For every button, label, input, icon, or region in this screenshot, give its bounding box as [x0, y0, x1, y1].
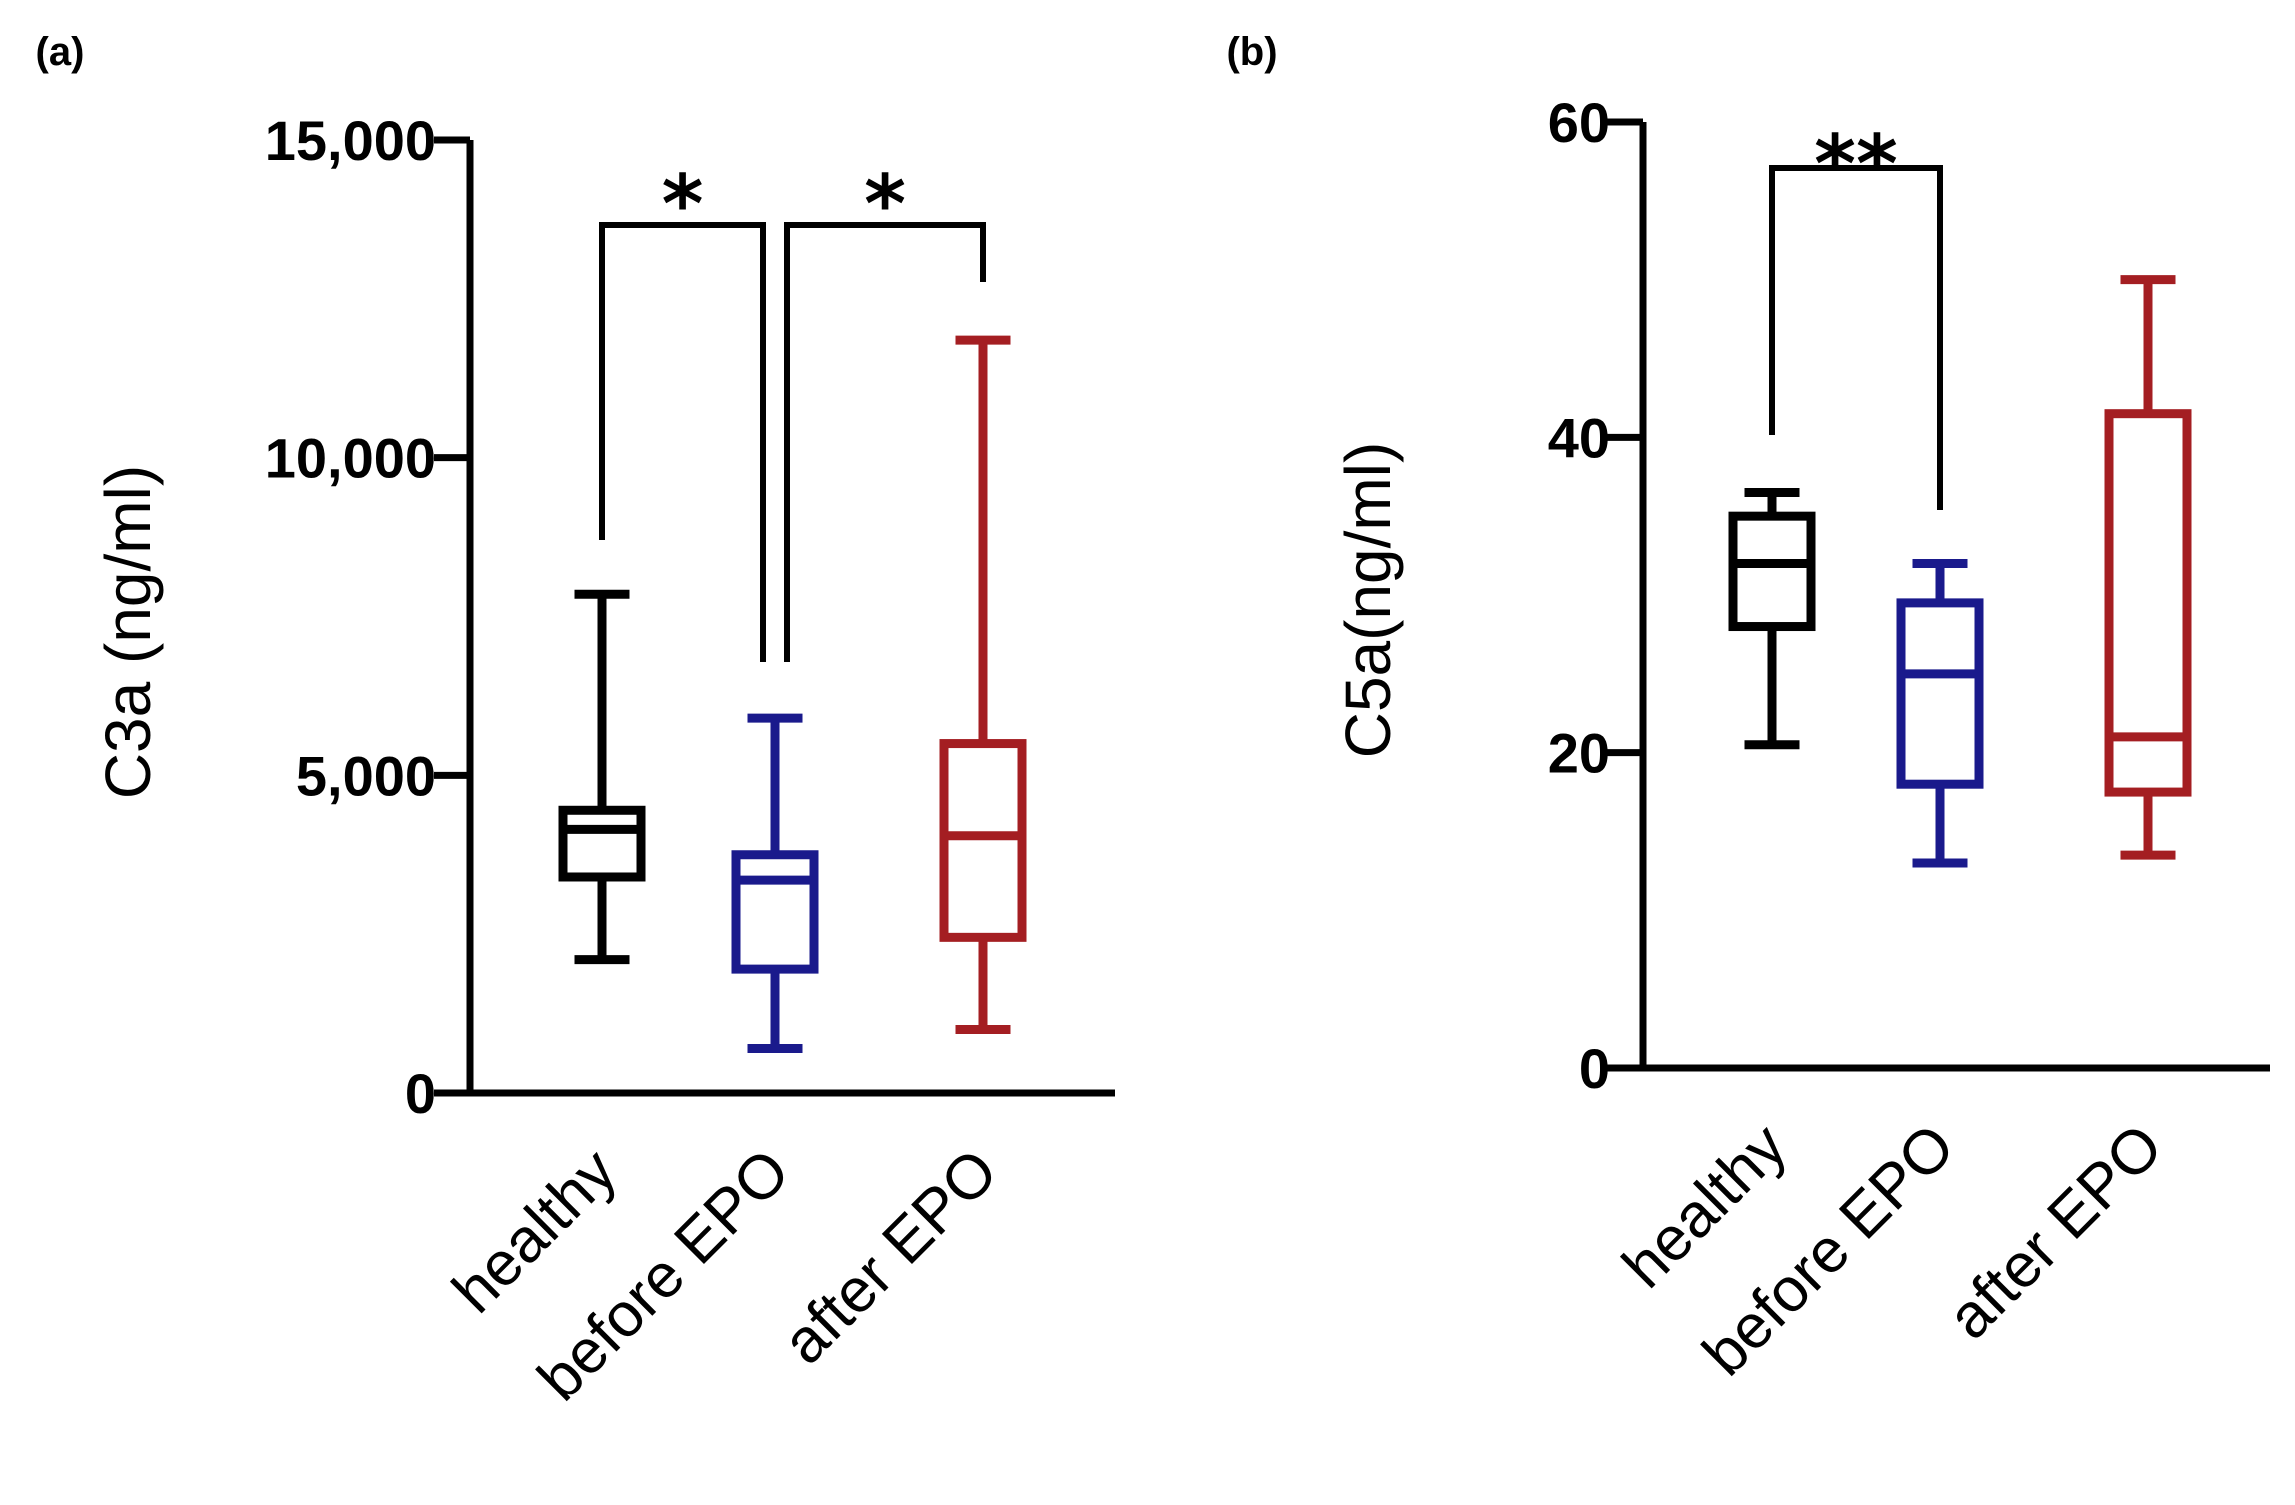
significance-label: *	[662, 158, 704, 251]
significance-bracket	[599, 222, 766, 662]
y-tick-label: 20	[1548, 722, 1610, 785]
box-plot-healthy	[1728, 488, 1816, 750]
iqr-box	[939, 739, 1027, 942]
box-plot-before-epo	[731, 713, 819, 1054]
y-tick-label: 10,000	[265, 427, 436, 490]
iqr-box	[558, 805, 646, 882]
y-axis-label: C5a(ng/ml)	[1332, 442, 1404, 759]
y-tick-label: 60	[1548, 91, 1610, 154]
box-plot-after-epo	[2104, 275, 2192, 860]
iqr-box	[2104, 409, 2192, 797]
y-tick-label: 0	[1579, 1037, 1610, 1100]
category-label: after EPO	[1935, 1111, 2176, 1352]
iqr-box	[1896, 598, 1984, 789]
y-tick-label: 0	[405, 1062, 436, 1125]
significance-label: *	[864, 158, 906, 251]
y-tick-label: 40	[1548, 406, 1610, 469]
significance-bracket	[784, 222, 986, 662]
panel-label: (a)	[36, 30, 85, 74]
iqr-box	[1728, 511, 1816, 632]
box-plot-after-epo	[939, 335, 1027, 1034]
category-label: after EPO	[770, 1136, 1011, 1377]
significance-bracket	[1769, 165, 1943, 510]
y-tick-label: 15,000	[265, 109, 436, 172]
box-plot-before-epo	[1896, 558, 1984, 868]
y-axis-label: C3a (ng/ml)	[92, 465, 164, 799]
y-tick-label: 5,000	[296, 744, 436, 807]
iqr-box	[731, 850, 819, 974]
box-plot-healthy	[558, 589, 646, 965]
significance-label: **	[1814, 118, 1898, 211]
panel-label: (b)	[1226, 30, 1277, 74]
